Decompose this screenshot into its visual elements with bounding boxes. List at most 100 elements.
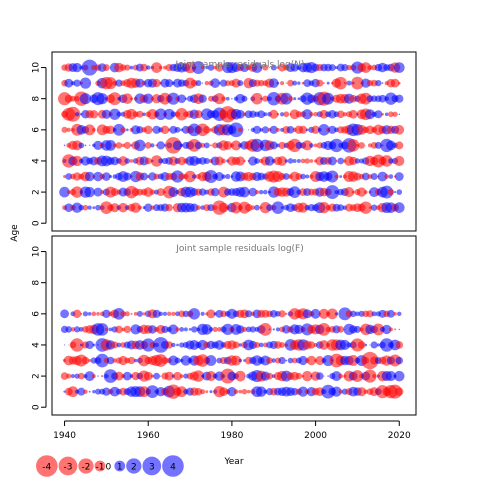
y-tick-label: 0 bbox=[32, 404, 42, 410]
legend-label: -2 bbox=[81, 463, 90, 473]
residual-bubble bbox=[395, 357, 403, 365]
residual-bubble bbox=[335, 312, 338, 315]
residual-bubble bbox=[399, 329, 400, 330]
residual-bubble bbox=[394, 371, 405, 382]
residual-bubble bbox=[200, 389, 205, 394]
residual-bubble bbox=[96, 312, 100, 316]
residual-bubble bbox=[337, 326, 344, 333]
residual-bubble bbox=[358, 142, 365, 149]
residual-bubble bbox=[198, 94, 206, 102]
residual-bubble bbox=[75, 112, 79, 116]
residual-bubble bbox=[395, 341, 403, 349]
residual-bubble bbox=[337, 158, 344, 165]
residual-bubble bbox=[292, 81, 297, 86]
residual-bubble bbox=[234, 389, 239, 394]
residual-bubble bbox=[242, 389, 247, 394]
residual-bubble bbox=[344, 82, 346, 84]
residual-bubble bbox=[202, 83, 203, 84]
residual-bubble bbox=[205, 81, 209, 85]
residual-bubble bbox=[71, 374, 75, 378]
residual-bubble bbox=[394, 156, 404, 166]
residual-bubble bbox=[347, 81, 352, 86]
residual-bubble bbox=[263, 112, 267, 116]
residual-bubble bbox=[385, 112, 389, 116]
residual-bubble bbox=[221, 174, 225, 178]
residual-bubble bbox=[309, 112, 313, 116]
residual-bubble bbox=[83, 311, 88, 316]
panel-log-n-title: Joint sample residuals log(N) bbox=[174, 60, 304, 70]
residual-bubble bbox=[297, 81, 300, 84]
residual-bubble bbox=[382, 82, 384, 84]
residual-bubble bbox=[248, 98, 249, 99]
y-tick-label: 8 bbox=[32, 96, 42, 102]
residual-bubble bbox=[329, 64, 336, 71]
residual-bubble bbox=[372, 374, 376, 378]
residual-bubble bbox=[92, 206, 95, 209]
residual-bubble bbox=[293, 159, 297, 163]
residual-bubble bbox=[238, 390, 242, 394]
legend-label: 0 bbox=[106, 463, 112, 473]
residual-bubble bbox=[191, 326, 197, 332]
residual-bubble bbox=[259, 343, 264, 348]
residual-bubble bbox=[237, 80, 243, 86]
residual-bubble bbox=[263, 190, 268, 195]
x-axis-label: Year bbox=[223, 457, 243, 467]
residual-bubble bbox=[369, 206, 371, 208]
residual-bubble bbox=[269, 329, 271, 331]
residual-bubble bbox=[285, 360, 287, 362]
y-axis-label: Age bbox=[10, 224, 20, 242]
residual-bubble bbox=[89, 391, 91, 393]
residual-bubble bbox=[266, 373, 273, 380]
residual-bubble bbox=[279, 310, 286, 317]
residual-bubble bbox=[84, 187, 95, 198]
residual-bubble bbox=[280, 81, 284, 85]
residual-bubble bbox=[305, 158, 310, 163]
residual-bubble bbox=[238, 128, 243, 133]
residual-bubble bbox=[150, 143, 154, 147]
residual-bubble bbox=[248, 129, 249, 130]
x-tick-label: 2020 bbox=[388, 431, 411, 441]
residual-bubble bbox=[305, 175, 309, 179]
residual-bubble bbox=[144, 126, 153, 135]
residual-bubble bbox=[83, 389, 87, 393]
residual-bubble bbox=[180, 374, 184, 378]
residual-bubble bbox=[92, 374, 96, 378]
residual-bubble bbox=[365, 344, 368, 347]
residual-bubble bbox=[201, 312, 205, 316]
residual-bubble bbox=[255, 190, 259, 194]
residual-bubble bbox=[125, 311, 130, 316]
y-tick-label: 6 bbox=[32, 127, 42, 133]
residual-bubble bbox=[145, 158, 152, 165]
x-tick-label: 2000 bbox=[304, 431, 327, 441]
residual-bubble bbox=[336, 160, 338, 162]
residual-bubble bbox=[398, 82, 401, 85]
residual-bubble bbox=[327, 375, 329, 377]
y-tick-label: 10 bbox=[32, 62, 42, 74]
residual-bubble bbox=[281, 206, 284, 209]
residual-bubble bbox=[92, 344, 95, 347]
residual-bubble bbox=[339, 175, 342, 178]
residual-bubble bbox=[394, 202, 405, 213]
residual-bubble bbox=[92, 312, 97, 317]
legend-label: 4 bbox=[170, 463, 176, 473]
residual-bubble bbox=[64, 344, 65, 345]
residual-bubble bbox=[277, 82, 280, 85]
residual-bubble bbox=[198, 314, 199, 315]
y-tick-label: 0 bbox=[32, 220, 42, 226]
residual-bubble bbox=[175, 127, 181, 133]
residual-bubble bbox=[87, 205, 91, 209]
residual-bubble bbox=[68, 313, 69, 314]
residual-bubble bbox=[105, 328, 108, 331]
residual-bubble bbox=[80, 313, 82, 315]
residual-bubble bbox=[120, 127, 126, 133]
residual-bubble bbox=[116, 142, 123, 149]
residual-bubble bbox=[146, 65, 150, 69]
residual-bubble bbox=[206, 355, 217, 366]
residual-bubble bbox=[397, 312, 401, 316]
residual-bubble bbox=[375, 80, 381, 86]
residual-bubble bbox=[68, 345, 69, 346]
residual-bubble bbox=[221, 159, 226, 164]
